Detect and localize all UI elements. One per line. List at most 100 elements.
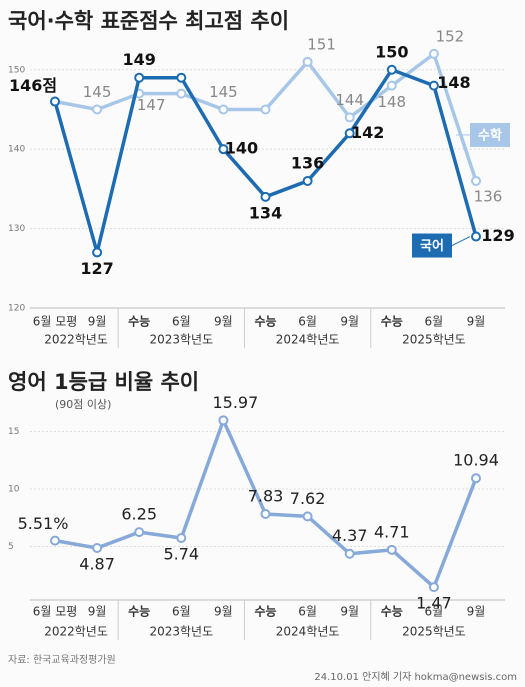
point xyxy=(134,527,145,538)
x-tick-label: 9월 xyxy=(340,605,359,619)
data-label: 136 xyxy=(474,187,503,205)
legend-box xyxy=(470,122,510,147)
data-label: 145 xyxy=(209,83,238,101)
x-tick-label: 6월 모평 xyxy=(33,315,78,329)
point xyxy=(50,535,60,546)
credit: 24.10.01 안지혜 기자 hokma@newsis.com xyxy=(314,671,517,683)
data-label: 5.51% xyxy=(18,514,69,533)
x-tick-label: 9월 xyxy=(467,315,486,329)
point xyxy=(260,104,271,115)
data-label: 4.37 xyxy=(332,526,368,545)
group-label: 2022학년도 xyxy=(44,625,108,639)
legend-box xyxy=(412,233,452,258)
source: 자료: 한국교육과정평가원 xyxy=(8,654,116,666)
data-label: 129 xyxy=(481,226,514,245)
point xyxy=(260,191,271,202)
group-label: 2025학년도 xyxy=(402,333,466,347)
point xyxy=(50,96,60,107)
point xyxy=(471,231,481,242)
x-tick-label: 6월 xyxy=(425,605,444,619)
data-label: 150 xyxy=(375,42,408,61)
point xyxy=(386,544,397,555)
data-label: 6.25 xyxy=(121,505,157,524)
data-label: 10.94 xyxy=(453,451,499,470)
x-tick-label: 6월 xyxy=(172,605,191,619)
point xyxy=(428,48,439,59)
group-label: 2023학년도 xyxy=(149,625,213,639)
group-label: 2023학년도 xyxy=(149,333,213,347)
point xyxy=(92,247,103,258)
y-tick-label: 130 xyxy=(8,224,25,234)
data-label: 147 xyxy=(137,96,166,114)
x-tick-label: 수능 xyxy=(381,605,403,619)
y-tick-label: 140 xyxy=(8,145,25,155)
point xyxy=(428,582,439,593)
x-tick-label: 6월 xyxy=(298,315,317,329)
data-label: 7.62 xyxy=(290,489,326,508)
data-label: 7.83 xyxy=(248,486,284,505)
point xyxy=(386,80,397,91)
x-tick-label: 6월 xyxy=(172,315,191,329)
data-label: 148 xyxy=(377,93,406,111)
data-label: 140 xyxy=(225,139,258,158)
data-label: 4.87 xyxy=(79,554,115,573)
x-tick-label: 수능 xyxy=(254,605,276,619)
point xyxy=(302,56,313,67)
group-label: 2025학년도 xyxy=(402,625,466,639)
data-label: 136 xyxy=(291,153,324,172)
point xyxy=(260,508,271,519)
point xyxy=(218,104,229,115)
x-tick-label: 수능 xyxy=(381,315,403,329)
data-label: 127 xyxy=(80,259,113,278)
legend-leader xyxy=(451,236,471,246)
x-tick-label: 6월 모평 xyxy=(33,605,78,619)
point xyxy=(176,72,187,83)
y-tick-label: 150 xyxy=(8,65,25,75)
y-tick-label: 15 xyxy=(8,427,19,437)
point xyxy=(428,80,439,91)
x-tick-label: 9월 xyxy=(214,605,233,619)
legend-label: 수학 xyxy=(478,127,502,143)
y-tick-label: 5 xyxy=(8,542,14,552)
y-tick-label: 10 xyxy=(8,485,20,495)
data-label: 148 xyxy=(437,73,470,92)
x-tick-label: 6월 xyxy=(298,605,317,619)
chart-subtitle: (90점 이상) xyxy=(55,398,111,411)
data-label: 144 xyxy=(335,91,364,109)
point xyxy=(302,175,313,186)
group-label: 2022학년도 xyxy=(44,333,108,347)
x-tick-label: 9월 xyxy=(88,605,107,619)
point xyxy=(344,128,355,139)
data-label: 146점 xyxy=(9,76,57,95)
point xyxy=(92,542,103,553)
point xyxy=(302,511,313,522)
point xyxy=(218,144,229,155)
data-label: 134 xyxy=(249,203,282,222)
chart-title: 영어 1등급 비율 추이 xyxy=(8,370,199,394)
line-series xyxy=(53,68,478,255)
data-label: 15.97 xyxy=(212,393,258,412)
data-label: 145 xyxy=(83,83,112,101)
data-label: 142 xyxy=(351,123,384,142)
data-label: 152 xyxy=(436,27,465,45)
legend-label: 국어 xyxy=(420,238,444,254)
x-tick-label: 수능 xyxy=(254,315,276,329)
chart-title: 국어·수학 표준점수 최고점 추이 xyxy=(8,9,289,33)
data-label: 149 xyxy=(122,50,155,69)
x-tick-label: 9월 xyxy=(88,315,107,329)
point xyxy=(386,64,397,75)
x-tick-label: 9월 xyxy=(340,315,359,329)
data-label: 5.74 xyxy=(163,544,199,563)
point xyxy=(134,72,145,83)
x-tick-label: 수능 xyxy=(128,315,150,329)
point xyxy=(176,532,187,543)
y-tick-label: 120 xyxy=(8,304,25,314)
data-label: 4.71 xyxy=(374,522,410,541)
x-tick-label: 9월 xyxy=(467,605,486,619)
data-label: 151 xyxy=(307,35,336,53)
x-tick-label: 9월 xyxy=(214,315,233,329)
x-tick-label: 수능 xyxy=(128,605,150,619)
point xyxy=(471,473,481,484)
point xyxy=(344,112,355,123)
